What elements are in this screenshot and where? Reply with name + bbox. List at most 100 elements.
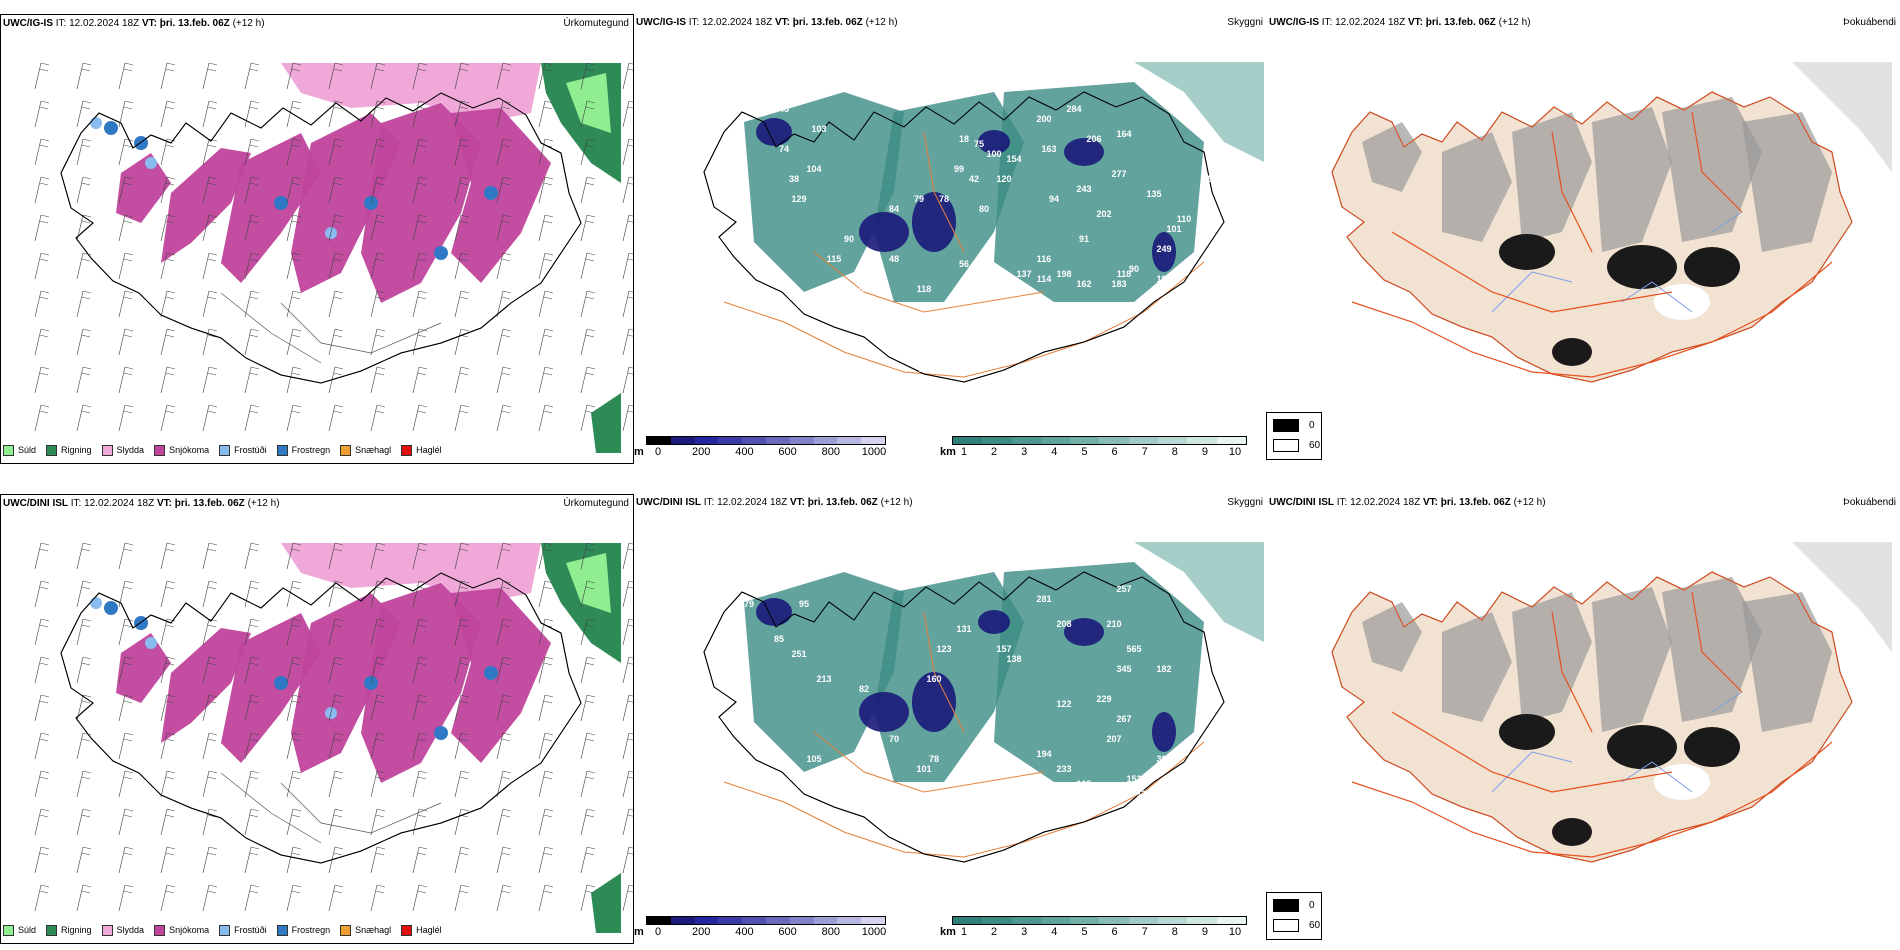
wind-barb (580, 618, 596, 646)
precip-legend-item: Frostregn (276, 444, 330, 456)
wind-barb (412, 366, 428, 394)
visibility-colorbar-cell (953, 917, 983, 924)
precip-panel-bottom: UWC/DINI ISL IT: 12.02.2024 18Z VT: þri.… (0, 494, 634, 944)
terrain-shading (1742, 112, 1832, 252)
visibility-value-label: 67 (784, 569, 794, 579)
wind-barb (76, 618, 92, 646)
height-colorbar-cell (742, 917, 766, 924)
wind-barb (412, 694, 428, 722)
wind-barb (34, 732, 50, 760)
visibility-value-label: 345 (1116, 664, 1131, 674)
wind-barb (622, 808, 633, 836)
wind-barb (454, 618, 470, 646)
wind-barb (370, 770, 386, 798)
wind-barb (286, 328, 302, 356)
wind-barb (160, 580, 176, 608)
wind-barb (622, 580, 633, 608)
wind-barb (286, 580, 302, 608)
wind-barb (118, 214, 134, 242)
wind-barb (160, 884, 176, 912)
terrain-height-patch (1064, 618, 1104, 646)
road-network (220, 772, 442, 844)
visibility-colorbar-cell (982, 437, 1012, 444)
road-network (1351, 111, 1833, 378)
height-colorbar-tick-label: 400 (735, 446, 754, 458)
wind-barb (412, 732, 428, 760)
wind-barb (160, 290, 176, 318)
wind-barb (160, 366, 176, 394)
wind-barb (202, 884, 218, 912)
visibility-value-label: 50 (859, 284, 869, 294)
wind-barb (496, 252, 512, 280)
wind-barb (328, 656, 344, 684)
visibility-value-label: 210 (1106, 619, 1121, 629)
height-colorbar-tick-label: 1000 (861, 446, 887, 458)
precip-legend-bottom: Súld Rigning Slydda Snjókoma Frostúði Frostre… (3, 919, 442, 941)
visibility-value-label: 131 (956, 624, 971, 634)
visibility-colorbar-cell (1099, 437, 1129, 444)
visibility-colorbar-cell (1040, 917, 1071, 924)
fog-high-area (1499, 234, 1555, 270)
rain-area (591, 873, 621, 933)
precip-legend-swatch (401, 444, 413, 456)
wind-barb (328, 252, 344, 280)
wind-barb (160, 618, 176, 646)
visibility-value-label: 48 (889, 254, 899, 264)
wind-barb (202, 770, 218, 798)
wind-barb (34, 62, 50, 90)
sleet-area (281, 63, 541, 123)
visibility-colorbar-tick-label: 3 (1021, 926, 1028, 938)
wind-barb (622, 214, 633, 242)
wind-barb (328, 290, 344, 318)
fog-panel-top: UWC/IG-IS IT: 12.02.2024 18Z VT: þri. 13… (1267, 14, 1900, 464)
river-network (1491, 211, 1743, 313)
wind-barb (328, 542, 344, 570)
wind-barb (286, 770, 302, 798)
visibility-value-label: 101 (916, 764, 931, 774)
wind-barb (286, 884, 302, 912)
fog-legend-high-label: 0 (1309, 900, 1315, 911)
wind-barb (622, 328, 633, 356)
precip-legend-swatch (340, 924, 352, 936)
precip-map-top (34, 62, 633, 453)
visibility-value-label: 114 (1037, 274, 1052, 284)
visibility-value-label: 284 (1066, 104, 1081, 114)
wind-barb (160, 252, 176, 280)
wind-barb (496, 656, 512, 684)
precip-legend-label: Slydda (116, 925, 145, 935)
wind-barb (412, 770, 428, 798)
visibility-colorbar-cell (1158, 437, 1188, 444)
wind-barb (622, 542, 633, 570)
precip-legend-item: Snæhagl (340, 444, 391, 456)
visibility-value-label: 208 (1056, 619, 1071, 629)
visibility-value-label: 42 (969, 174, 979, 184)
visibility-value-label: 99 (954, 164, 964, 174)
wind-barb (34, 580, 50, 608)
freezing-rain-patch (434, 726, 448, 740)
visibility-value-label: 90 (844, 234, 854, 244)
wind-barb (622, 366, 633, 394)
visibility-value-label: 213 (816, 674, 831, 684)
visibility-value-label: 202 (1096, 209, 1111, 219)
wind-barb (496, 694, 512, 722)
precip-legend-item: Slydda (101, 444, 144, 456)
wind-barb (34, 214, 50, 242)
wind-barb (328, 884, 344, 912)
visibility-value-label: 160 (926, 674, 941, 684)
visibility-value-label: 137 (1016, 269, 1031, 279)
precip-legend-label: Frostregn (291, 925, 331, 935)
visibility-haze (1134, 62, 1264, 162)
wind-barb (118, 542, 134, 570)
visibility-value-label: 138 (1006, 654, 1021, 664)
height-colorbar-cell (837, 437, 862, 444)
height-colorbar-cell (813, 437, 838, 444)
height-colorbar-cell (718, 437, 743, 444)
wind-barb (538, 214, 554, 242)
sleet-area (281, 543, 541, 603)
wind-barb (370, 656, 386, 684)
visibility-colorbar-tick-label: 10 (1228, 446, 1242, 458)
iceland-coastline-overlay (60, 572, 582, 864)
wind-barb (34, 884, 50, 912)
